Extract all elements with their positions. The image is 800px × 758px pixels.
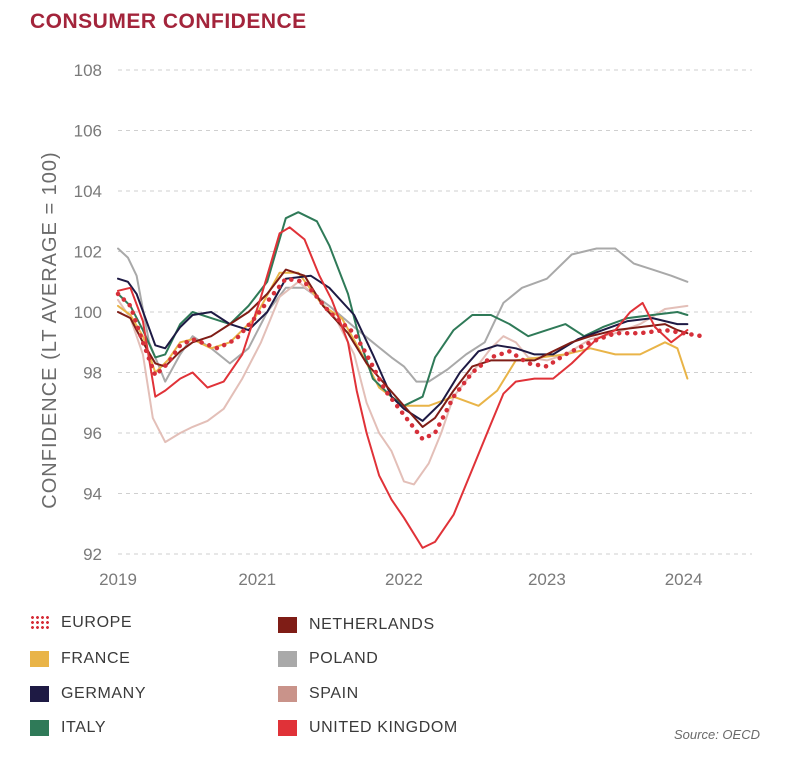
legend-label: POLAND [309, 650, 379, 667]
series-line-europe [115, 276, 705, 442]
series-lines [115, 211, 705, 549]
series-line-united-kingdom [117, 226, 689, 549]
y-tick-labels: 92 94 96 98 100 102 104 106 108 [74, 61, 102, 564]
y-tick-label: 94 [83, 485, 102, 504]
x-tick-label: 2019 [99, 570, 137, 589]
y-tick-label: 100 [74, 303, 102, 322]
legend-label: NETHERLANDS [309, 616, 435, 633]
y-tick-label: 108 [74, 61, 102, 80]
series-line-italy [117, 211, 689, 407]
y-tick-label: 102 [74, 243, 102, 262]
y-axis-label: CONFIDENCE (LT AVERAGE = 100) [39, 151, 61, 508]
legend-item-netherlands: NETHERLANDS [278, 616, 435, 634]
series-line-netherlands [117, 268, 689, 428]
y-tick-label: 92 [83, 545, 102, 564]
legend-label: GERMANY [61, 685, 147, 702]
legend-label: FRANCE [61, 650, 131, 667]
legend-item-france: FRANCE [30, 650, 130, 668]
legend-swatch-spain [278, 686, 297, 702]
grid-lines [118, 69, 752, 555]
x-tick-label: 2023 [528, 570, 566, 589]
y-tick-label: 96 [83, 424, 102, 443]
legend-label: UNITED KINGDOM [309, 719, 458, 736]
legend-item-germany: GERMANY [30, 685, 146, 703]
y-tick-label: 106 [74, 122, 102, 141]
legend-label: EUROPE [61, 614, 133, 631]
legend-item-spain: SPAIN [278, 685, 359, 703]
series-line-spain [117, 280, 689, 486]
legend-item-united-kingdom: UNITED KINGDOM [278, 719, 458, 737]
legend-label: ITALY [61, 719, 107, 736]
series-line-germany [117, 274, 689, 422]
x-tick-label: 2021 [238, 570, 276, 589]
chart-title: CONSUMER CONFIDENCE [30, 10, 307, 33]
x-tick-labels: 2019 2021 2022 2023 2024 [99, 570, 702, 589]
legend-swatch-poland [278, 651, 297, 667]
y-tick-label: 98 [83, 364, 102, 383]
legend-swatch-europe [30, 615, 49, 631]
legend-label: SPAIN [309, 685, 359, 702]
line-chart: 92 94 96 98 100 102 104 106 108 2019 2021 2022 2023… [39, 61, 752, 589]
legend-swatch-united-kingdom [278, 720, 297, 736]
legend-item-poland: POLAND [278, 650, 378, 668]
y-tick-label: 104 [74, 182, 102, 201]
legend-item-italy: ITALY [30, 719, 106, 737]
legend-swatch-italy [30, 720, 49, 736]
legend-swatch-netherlands [278, 617, 297, 633]
legend-swatch-france [30, 651, 49, 667]
x-tick-label: 2024 [665, 570, 703, 589]
legend-swatch-germany [30, 686, 49, 702]
x-tick-label: 2022 [385, 570, 423, 589]
source-note: Source: OECD [674, 727, 760, 742]
legend-item-europe: EUROPE [30, 614, 132, 632]
